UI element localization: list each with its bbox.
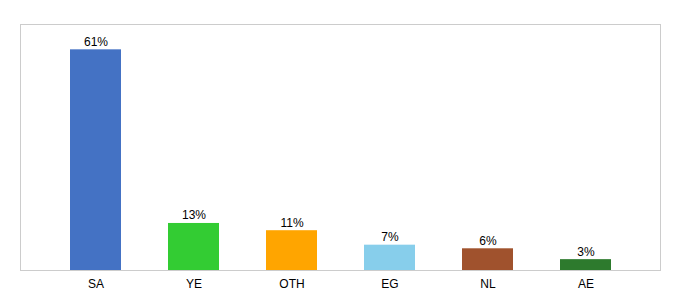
svg-text:NL: NL <box>480 277 496 291</box>
svg-text:13%: 13% <box>182 208 206 222</box>
svg-text:AE: AE <box>578 277 594 291</box>
svg-text:61%: 61% <box>84 35 108 49</box>
svg-text:6%: 6% <box>479 234 497 248</box>
svg-text:YE: YE <box>186 277 202 291</box>
svg-text:7%: 7% <box>381 230 399 244</box>
svg-text:11%: 11% <box>280 216 303 230</box>
svg-text:SA: SA <box>88 277 104 291</box>
svg-text:EG: EG <box>381 277 398 291</box>
svg-text:OTH: OTH <box>279 277 304 291</box>
svg-text:3%: 3% <box>577 245 595 259</box>
